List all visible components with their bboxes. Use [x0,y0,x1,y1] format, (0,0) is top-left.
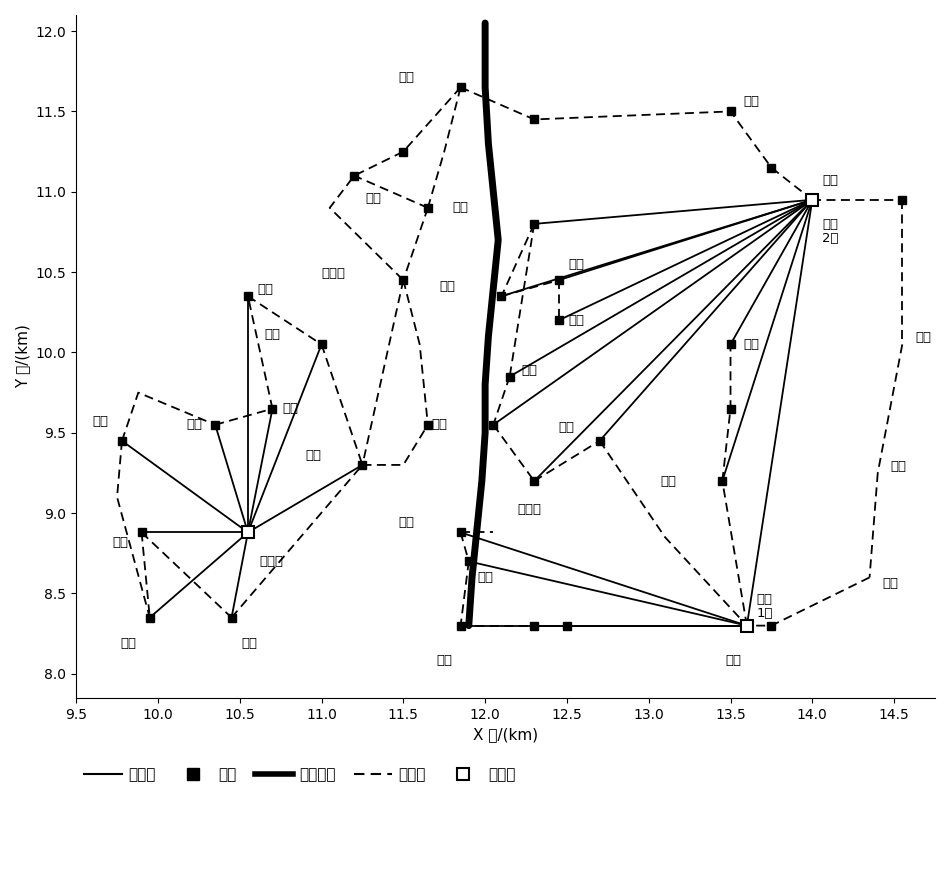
Text: 港金: 港金 [264,328,280,341]
Text: 乙四: 乙四 [559,422,575,435]
Text: 空成: 空成 [436,654,452,668]
Text: 港西: 港西 [112,536,128,549]
Text: 丙二二: 丙二二 [518,503,541,516]
Text: 空长: 空长 [744,95,760,108]
Text: 乙园: 乙园 [282,402,298,416]
Text: 港大: 港大 [305,449,321,462]
X-axis label: X 轴/(km): X 轴/(km) [473,727,538,742]
Text: 空西: 空西 [452,201,468,214]
Text: 空英: 空英 [431,418,447,431]
Text: 甲一: 甲一 [568,314,584,326]
Text: 丙三二: 丙三二 [321,267,346,280]
Text: 港兴: 港兴 [93,415,109,428]
Text: 山水: 山水 [916,332,931,345]
Text: 空场: 空场 [439,280,455,293]
Legend: 主馈线, 负荷, 干雾海河, 联络线, 变电站: 主馈线, 负荷, 干雾海河, 联络线, 变电站 [84,767,516,782]
Text: 空港
1变: 空港 1变 [757,593,773,619]
Text: 空高: 空高 [744,338,760,351]
Text: 甲三: 甲三 [568,257,584,270]
Y-axis label: Y 轴/(km): Y 轴/(km) [15,325,30,388]
Text: 丙八: 丙八 [477,570,493,584]
Text: 大宁: 大宁 [186,418,202,431]
Text: 东南: 东南 [241,637,257,650]
Text: 南沙: 南沙 [121,637,137,650]
Text: 路南: 路南 [726,654,742,668]
Text: 空港变: 空港变 [259,555,283,568]
Text: 空甲: 空甲 [522,364,537,376]
Text: 甲二: 甲二 [398,516,414,529]
Text: 空錢: 空錢 [883,578,899,591]
Text: 空华: 空华 [366,192,382,205]
Text: 兴隆: 兴隆 [257,284,274,297]
Text: 乙五: 乙五 [891,460,907,473]
Text: 空港
2变: 空港 2变 [822,219,839,245]
Text: 空广: 空广 [398,71,414,84]
Text: 空泰: 空泰 [660,474,676,487]
Text: 空四: 空四 [822,174,838,187]
